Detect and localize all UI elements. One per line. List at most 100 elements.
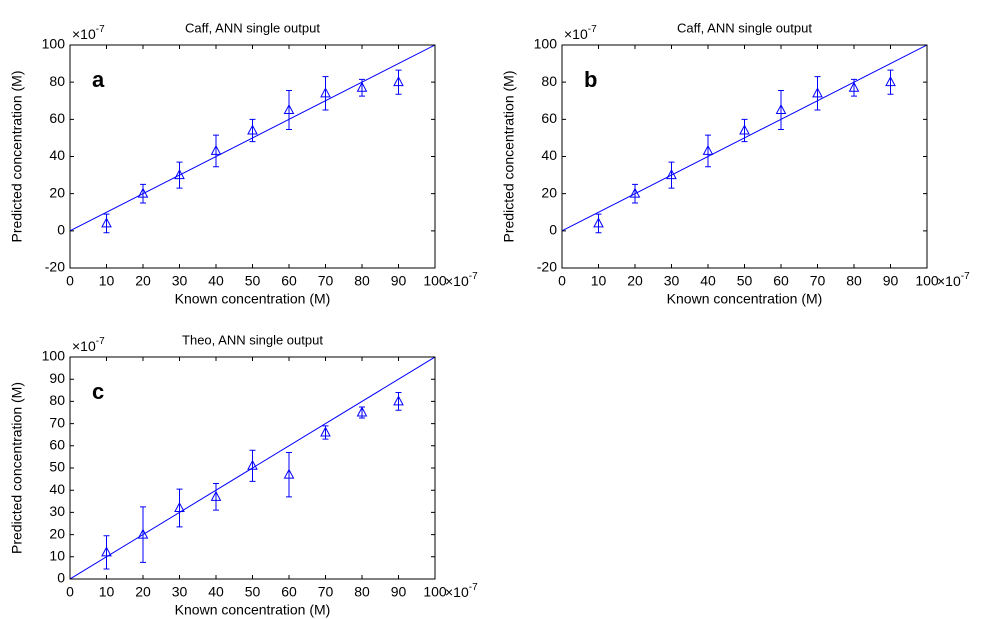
y-tick-label: 0 (57, 222, 65, 238)
marker (247, 124, 258, 135)
x-tick-label: 60 (281, 584, 297, 600)
marker (393, 395, 404, 406)
marker (101, 546, 112, 557)
error-bar (176, 488, 183, 528)
chart-title: Caff, ANN single output (185, 20, 320, 35)
marker (283, 103, 295, 115)
marker (356, 406, 368, 417)
error-bar (249, 118, 256, 143)
x-tick-label: 90 (391, 584, 407, 600)
x-tick-label: 80 (354, 273, 370, 289)
axes-box (69, 44, 436, 269)
y-tick-label: -20 (45, 259, 65, 275)
x-tick-label: 40 (208, 273, 224, 289)
error-bar (395, 69, 402, 95)
error-bar (286, 451, 292, 498)
y-scale-label: ×10-7 (72, 24, 105, 42)
y-tick-label: 20 (541, 184, 557, 200)
x-tick-label: 10 (99, 584, 115, 600)
error-bar (814, 76, 821, 111)
error-bar (140, 183, 146, 204)
y-tick-label: 20 (49, 184, 65, 200)
error-bar (103, 213, 110, 234)
error-bar (887, 69, 894, 95)
marker (137, 187, 149, 198)
marker (593, 217, 604, 228)
y-tick-label: 0 (57, 570, 65, 586)
y-tick-label: 0 (549, 222, 557, 238)
x-tick-label: 70 (318, 273, 334, 289)
error-bar (286, 90, 292, 131)
error-bar (741, 118, 748, 143)
y-tick-label: 100 (42, 348, 66, 364)
x-tick-label: 90 (883, 273, 899, 289)
panel: 0 10 20 30 40 50 60 70 80 90 100 0 10 20 30 40 50 60 70 80 9… (9, 332, 478, 617)
panel-label: c (92, 379, 104, 404)
x-tick-label: 100 (423, 273, 447, 289)
marker (666, 169, 677, 180)
x-tick-label: 80 (354, 584, 370, 600)
y-tick-label: 60 (49, 110, 65, 126)
axes-box (69, 356, 436, 580)
x-axis-label: Known concentration (M) (667, 291, 823, 307)
marker (101, 217, 112, 228)
error-bar (632, 183, 638, 204)
x-tick-label: 20 (135, 584, 151, 600)
marker (247, 459, 258, 470)
x-axis-label: Known concentration (M) (175, 291, 331, 307)
error-bar (705, 134, 711, 168)
error-bar (140, 506, 146, 563)
y-tick-label: 80 (49, 392, 65, 408)
x-tick-label: 50 (245, 584, 261, 600)
x-scale-label: ×10-7 (937, 271, 970, 289)
error-bar (103, 535, 110, 570)
marker (210, 490, 222, 501)
y-tick-label: 100 (42, 36, 66, 52)
x-tick-label: 70 (810, 273, 826, 289)
x-tick-label: 90 (391, 273, 407, 289)
y-tick-label: 40 (49, 481, 65, 497)
y-scale-exponent: -7 (588, 24, 597, 35)
y-scale-exponent: -7 (96, 24, 105, 35)
y-tick-label: 20 (49, 525, 65, 541)
x-scale-exponent: -7 (961, 271, 970, 282)
marker (848, 81, 860, 92)
marker (137, 528, 149, 539)
x-tick-label: 60 (281, 273, 297, 289)
y-tick-label: 70 (49, 414, 65, 430)
chart-title: Caff, ANN single output (677, 20, 812, 35)
y-scale-base: ×10 (72, 338, 96, 354)
x-scale-base: ×10 (445, 273, 469, 289)
x-tick-label: 0 (66, 273, 74, 289)
x-tick-label: 20 (627, 273, 643, 289)
x-scale-exponent: -7 (469, 582, 478, 593)
panel: 0 10 20 30 40 50 60 70 80 90 100-20020406080100Caf… (9, 20, 478, 306)
y-tick-label: 90 (49, 370, 65, 386)
error-bar (668, 161, 675, 189)
marker (174, 169, 185, 180)
x-scale-exponent: -7 (469, 271, 478, 282)
marker (775, 103, 787, 115)
marker (356, 81, 368, 92)
y-scale-label: ×10-7 (72, 336, 105, 354)
x-axis-label: Known concentration (M) (175, 602, 331, 618)
marker (320, 426, 331, 437)
chart-title: Theo, ANN single output (182, 332, 323, 347)
error-bar (213, 483, 219, 511)
error-bar (213, 134, 219, 168)
marker (393, 76, 404, 87)
y-scale-label: ×10-7 (564, 24, 597, 42)
x-tick-label: 30 (172, 584, 188, 600)
y-tick-label: -20 (537, 259, 557, 275)
marker (174, 501, 185, 512)
marker (885, 76, 896, 87)
y-tick-label: 30 (49, 503, 65, 519)
y-tick-label: 40 (49, 147, 65, 163)
x-tick-label: 50 (245, 273, 261, 289)
y-tick-label: 10 (49, 548, 65, 564)
x-scale-label: ×10-7 (445, 582, 478, 600)
y-scale-base: ×10 (72, 26, 96, 42)
y-axis-label: Predicted concentration (M) (501, 71, 517, 243)
panel-label: a (92, 67, 105, 92)
